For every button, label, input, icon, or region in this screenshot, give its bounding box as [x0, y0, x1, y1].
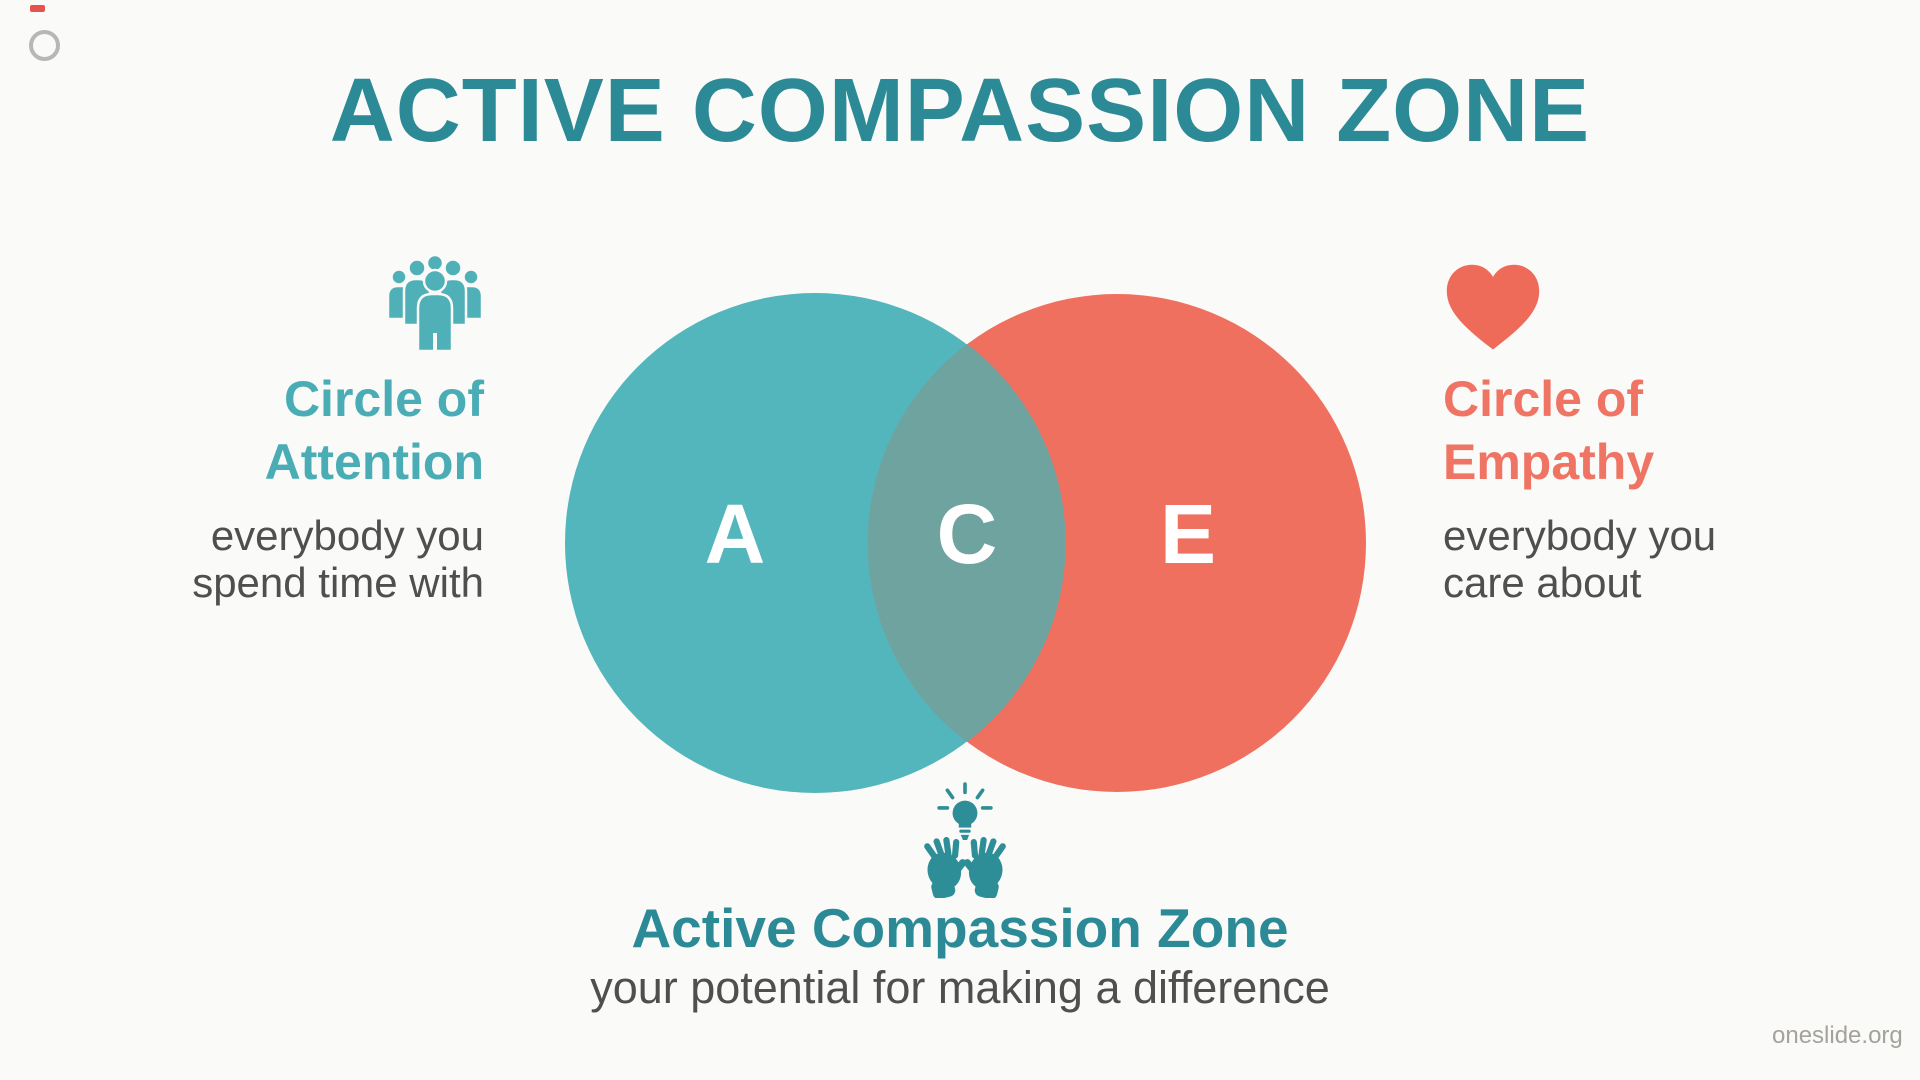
page-title: ACTIVE COMPASSION ZONE: [329, 61, 1591, 161]
attention-desc-line1: everybody you: [210, 512, 484, 559]
attention-heading: Circle of Attention: [140, 368, 484, 494]
empathy-heading-line2: Empathy: [1443, 434, 1655, 490]
hands-lightbulb-icon: [924, 782, 1006, 898]
venn-letter-compassion: C: [936, 487, 998, 581]
people-group-icon: [386, 253, 484, 353]
empathy-desc-line1: everybody you: [1443, 512, 1717, 559]
empathy-heading-line1: Circle of: [1443, 371, 1644, 427]
compassion-description: your potential for making a difference: [590, 962, 1330, 1013]
compassion-heading: Active Compassion Zone: [631, 897, 1289, 959]
red-mark: [30, 5, 45, 12]
venn-letter-attention: A: [704, 487, 766, 581]
venn-letter-empathy: E: [1159, 487, 1217, 581]
attention-heading-line1: Circle of: [283, 371, 484, 427]
empathy-description: everybody you care about: [1443, 512, 1873, 606]
heart-icon: [1446, 264, 1540, 350]
empathy-heading: Circle of Empathy: [1443, 368, 1873, 494]
attention-description: everybody you spend time with: [90, 512, 484, 606]
circle-outline-mark: [29, 30, 60, 61]
attention-heading-line2: Attention: [264, 434, 484, 490]
watermark: oneslide.org: [1772, 1022, 1903, 1049]
empathy-desc-line2: care about: [1443, 559, 1642, 606]
attention-desc-line2: spend time with: [192, 559, 484, 606]
overlap-lens: [867, 344, 1066, 742]
